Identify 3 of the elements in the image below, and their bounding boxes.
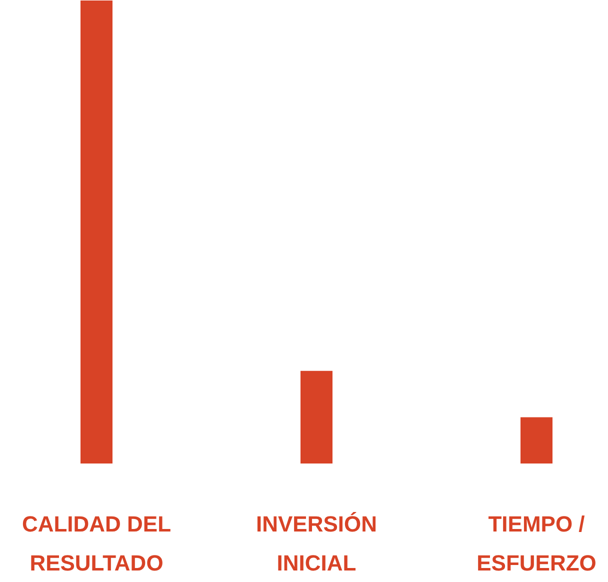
x-tick-label: TIEMPO / ESFUERZO <box>476 512 596 576</box>
x-tick-label: INVERSIÓN INICIAL <box>256 512 378 576</box>
x-tick-label: CALIDAD DEL RESULTADO <box>22 512 172 576</box>
